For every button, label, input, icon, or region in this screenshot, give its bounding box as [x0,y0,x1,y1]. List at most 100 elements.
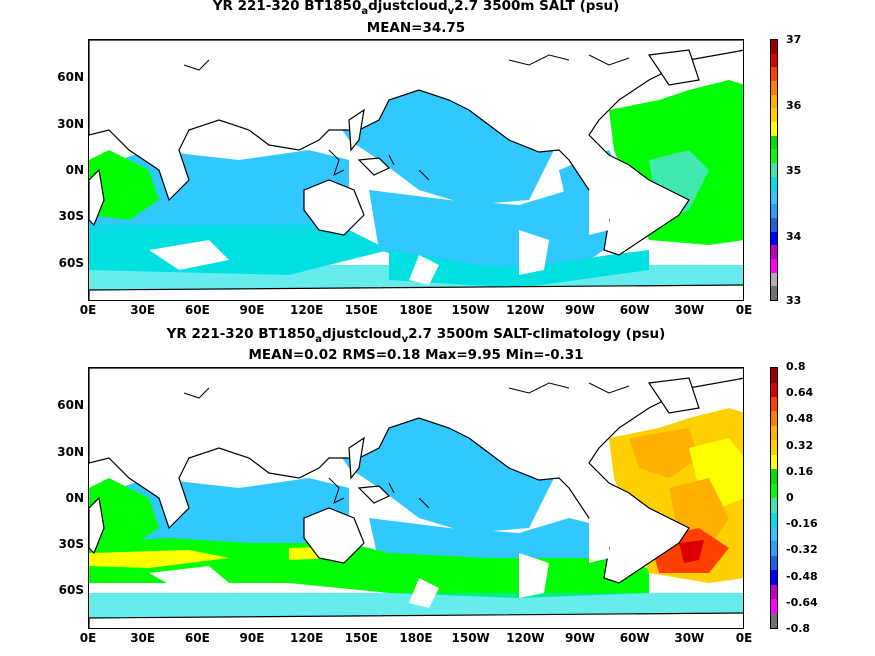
panel1-title: YR 221-320 BT1850adjustcloudv2.7 3500m S… [212,0,620,17]
colorbar-swatch [771,190,777,205]
colorbar-swatch [771,53,777,68]
panel1-lon-label: 90E [239,303,265,317]
panel1-lon-label: 150W [451,303,490,317]
panel2-lat-label: 30S [58,537,84,551]
panel2-lon-label: 60E [184,631,210,645]
panel1-coastline-detail [183,54,630,181]
colorbar-swatch [771,81,777,95]
panel2-lon-label: 120E [290,631,324,645]
panel2-colorbar-label: 0.16 [786,464,814,478]
panel1-lon-label: 60E [184,303,210,317]
colorbar-swatch [771,454,777,470]
panel2-data-gaps [149,518,609,608]
colorbar-swatch [771,204,777,218]
colorbar-swatch [771,163,777,177]
panel1-lon-label: 90W [565,303,595,317]
panel1-lon-label: 120E [290,303,324,317]
panel1-lon-label: 120W [506,303,545,317]
colorbar-swatch [771,570,777,585]
panel1-lat-label: 60S [58,256,84,270]
panel2-title: YR 221-320 BT1850adjustcloudv2.7 3500m S… [166,326,666,345]
colorbar-swatch [771,368,777,383]
panel1-colorbar-label: 34 [786,230,802,243]
colorbar-swatch [771,39,777,54]
panel2-colorbar-label: -0.8 [786,622,811,635]
colorbar-swatch [771,272,777,287]
colorbar-swatch [771,94,777,109]
colorbar-swatch [771,498,777,513]
panel2-lon-label: 30W [674,631,705,645]
panel1-lat-label: 30N [57,117,84,131]
colorbar-swatch [771,599,777,614]
panel2-lon-label: 90E [239,631,265,645]
colorbar-swatch [771,397,777,412]
panel2-colorbar-label: -0.64 [786,595,818,609]
panel1-colorbar-label: 37 [786,33,802,46]
colorbar-swatch [771,149,777,164]
panel1-stats: MEAN=34.75 [366,20,466,36]
panel2-lat-label: 60S [58,583,84,597]
colorbar-swatch [771,483,777,499]
panel2-colorbar-label: -0.16 [786,517,818,531]
colorbar-swatch [771,67,777,81]
panel2-lon-label: 0E [735,631,753,645]
panel2-lon-label: 120W [506,631,545,645]
panel1-lat-label: 0N [65,163,84,177]
colorbar-swatch [771,613,777,628]
panel1-lon-label: 0E [79,303,97,317]
panel1-lon-label: 60W [619,303,650,317]
colorbar-swatch [771,122,777,136]
panel2-map [88,367,744,629]
panel2-colorbar-label: -0.48 [786,569,818,583]
panel2-colorbar-label: -0.32 [786,543,818,557]
colorbar-swatch [771,526,777,542]
colorbar-swatch [771,382,777,397]
panel2-colorbar-label: 0.8 [786,360,806,373]
panel1-lon-label: 150E [344,303,378,317]
panel2-colorbar [770,367,778,629]
panel1-colorbar-label: 36 [786,99,802,112]
colorbar-swatch [771,108,777,123]
colorbar-swatch [771,245,777,259]
panel1-colorbar [770,39,778,301]
panel2-colorbar-label: 0.64 [786,386,814,400]
panel1-lat-label: 60N [57,70,84,84]
panel2-lon-label: 150E [344,631,378,645]
colorbar-swatch [771,440,777,455]
colorbar-swatch [771,469,777,484]
panel2-lon-label: 90W [565,631,595,645]
panel2-lat-label: 30N [57,445,84,459]
panel1-lon-label: 30E [130,303,156,317]
panel1-data-gaps [149,190,609,285]
panel2-lat-label: 60N [57,398,84,412]
colorbar-swatch [771,286,777,300]
panel2-lon-label: 30E [130,631,156,645]
colorbar-swatch [771,231,777,246]
panel1-lon-label: 180E [399,303,433,317]
colorbar-swatch [771,258,777,273]
colorbar-swatch [771,512,777,527]
panel1-map [88,39,744,301]
panel2-colorbar-label: 0 [786,491,794,504]
panel1-lon-label: 0E [735,303,753,317]
panel2-colorbar-label: 0.48 [786,412,814,426]
panel2-stats: MEAN=0.02 RMS=0.18 Max=9.95 Min=-0.31 [248,347,584,363]
colorbar-swatch [771,217,777,232]
colorbar-swatch [771,425,777,441]
panel2-lon-label: 0E [79,631,97,645]
panel2-land [89,368,743,628]
panel1-colorbar-label: 35 [786,164,802,177]
panel1-lat-label: 30S [58,209,84,223]
panel1-colorbar-label: 33 [786,294,802,307]
panel1-land [89,40,743,300]
panel2-lon-label: 180E [399,631,433,645]
colorbar-swatch [771,135,777,150]
panel2-lon-label: 60W [619,631,650,645]
panel1-lon-label: 30W [674,303,705,317]
panel2-colorbar-label: 0.32 [786,438,814,452]
colorbar-swatch [771,411,777,426]
panel2-lon-label: 150W [451,631,490,645]
colorbar-swatch [771,584,777,600]
panel2-lat-label: 0N [65,491,84,505]
colorbar-swatch [771,555,777,571]
